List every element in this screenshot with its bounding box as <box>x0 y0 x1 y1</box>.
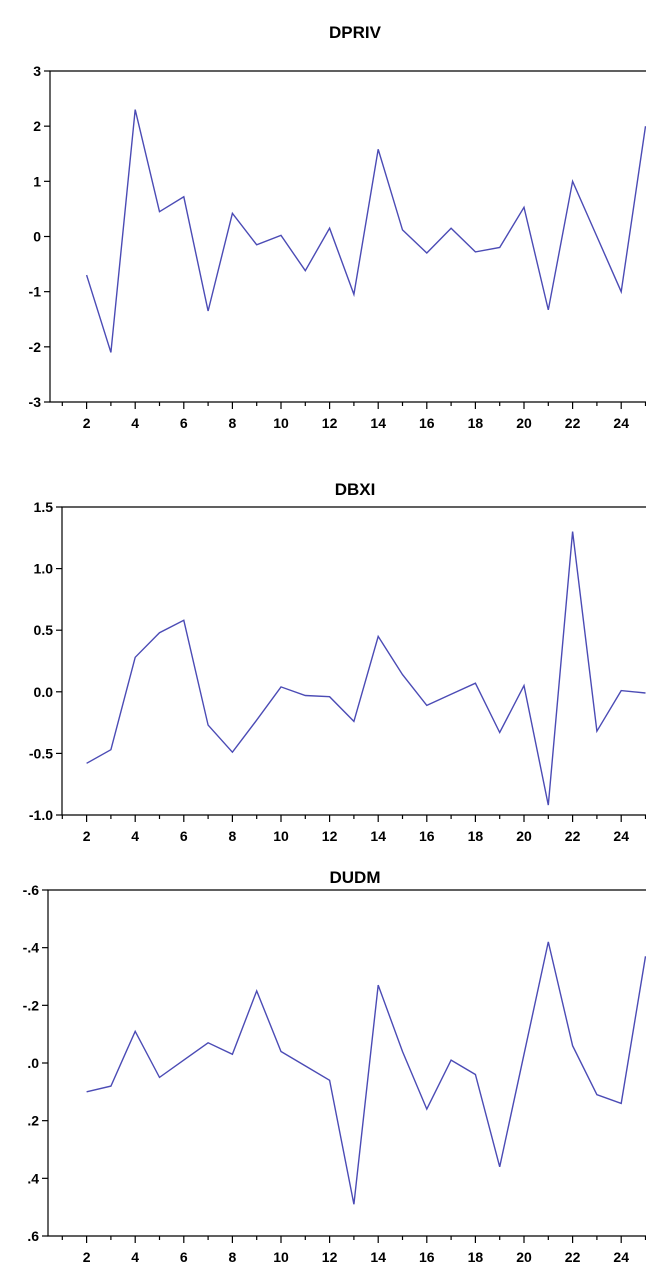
x-tick-label: 18 <box>468 1249 484 1265</box>
y-tick-label: 0 <box>33 229 41 245</box>
x-tick-label: 12 <box>322 415 338 431</box>
x-tick-label: 18 <box>468 415 484 431</box>
x-tick-label: 8 <box>229 828 237 844</box>
plot-frame <box>49 70 646 403</box>
y-tick-label: 2 <box>33 118 41 134</box>
chart-title: DPRIV <box>329 23 382 42</box>
y-tick-label: 1 <box>33 173 41 189</box>
x-tick-label: 2 <box>83 828 91 844</box>
y-tick-label: -.6 <box>23 882 40 898</box>
y-tick-label: .2 <box>27 1113 39 1129</box>
x-tick-label: 14 <box>370 415 386 431</box>
panel-dbxi: DBXI -1.0-0.50.00.51.01.52 4 6 8 10 12 14 16 18 2… <box>29 480 646 844</box>
x-tick-label: 6 <box>180 1249 188 1265</box>
x-tick-label: 2 <box>83 1249 91 1265</box>
plot-frame <box>61 506 646 816</box>
x-tick-label: 18 <box>468 828 484 844</box>
x-tick-label: 16 <box>419 1249 435 1265</box>
x-tick-label: 4 <box>131 828 139 844</box>
x-tick-label: 4 <box>131 1249 139 1265</box>
x-tick-label: 10 <box>273 1249 289 1265</box>
x-tick-label: 24 <box>613 1249 629 1265</box>
x-tick-label: 20 <box>516 415 532 431</box>
y-tick-label: .4 <box>27 1170 39 1186</box>
y-tick-label: 0.0 <box>34 684 54 700</box>
series-line <box>86 531 646 806</box>
y-tick-label: 1.5 <box>34 499 54 515</box>
plot-frame <box>47 889 646 1237</box>
x-tick-label: 4 <box>131 415 139 431</box>
x-tick-label: 22 <box>565 828 581 844</box>
y-tick-label: 3 <box>33 63 41 79</box>
x-tick-label: 12 <box>322 828 338 844</box>
x-tick-label: 12 <box>322 1249 338 1265</box>
y-tick-label: 0.5 <box>34 622 54 638</box>
y-tick-label: -.4 <box>23 940 40 956</box>
x-tick-label: 22 <box>565 415 581 431</box>
x-tick-label: 14 <box>370 1249 386 1265</box>
x-tick-label: 14 <box>370 828 386 844</box>
chart-title: DBXI <box>335 480 376 499</box>
x-tick-label: 2 <box>83 415 91 431</box>
series-line <box>86 941 646 1205</box>
x-tick-label: 20 <box>516 828 532 844</box>
y-tick-label: -3 <box>29 394 42 410</box>
y-tick-label: .6 <box>27 1228 39 1244</box>
x-tick-label: 8 <box>229 415 237 431</box>
y-tick-label: -0.5 <box>29 745 53 761</box>
y-tick-label: 1.0 <box>34 561 54 577</box>
x-tick-label: 6 <box>180 828 188 844</box>
x-tick-label: 16 <box>419 828 435 844</box>
panel-dudm: DUDM .6.4.2.0-.2-.4-.62 4 6 8 10 12 14 16 18 20 22… <box>23 868 646 1265</box>
y-tick-label: -1.0 <box>29 807 53 823</box>
y-tick-label: -1 <box>29 284 42 300</box>
x-tick-label: 24 <box>613 828 629 844</box>
x-tick-label: 20 <box>516 1249 532 1265</box>
x-tick-label: 10 <box>273 415 289 431</box>
x-tick-label: 8 <box>229 1249 237 1265</box>
y-tick-label: -2 <box>29 339 42 355</box>
chart-title: DUDM <box>330 868 381 887</box>
x-tick-label: 24 <box>613 415 629 431</box>
y-tick-label: -.2 <box>23 997 40 1013</box>
series-line <box>85 109 646 353</box>
y-tick-label: .0 <box>27 1055 39 1071</box>
x-tick-label: 22 <box>565 1249 581 1265</box>
x-tick-label: 6 <box>180 415 188 431</box>
x-tick-label: 10 <box>273 828 289 844</box>
x-tick-label: 16 <box>419 415 435 431</box>
